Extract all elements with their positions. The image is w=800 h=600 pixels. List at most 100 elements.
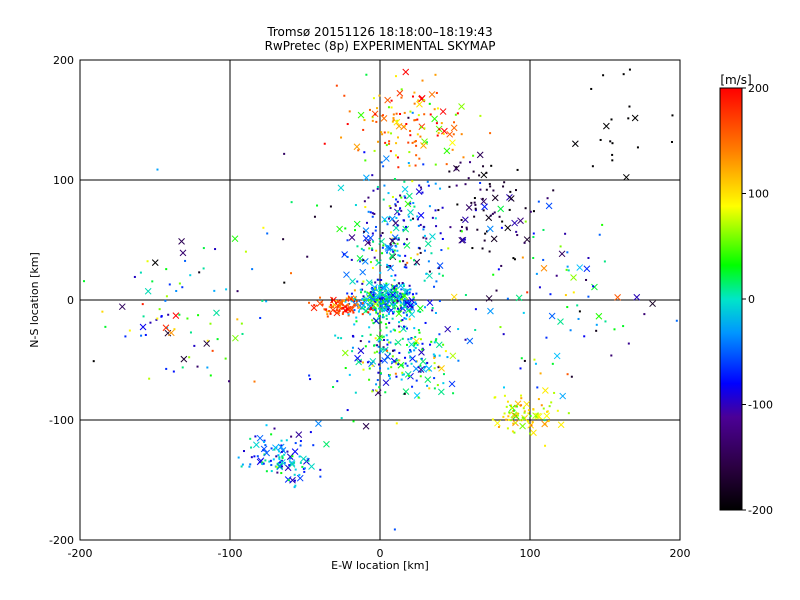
data-point-dot [430,252,433,255]
data-point-dot [376,303,379,306]
data-point-dot [423,366,426,369]
data-point-dot [167,313,170,316]
data-point-dot [385,307,388,310]
data-point-dot [408,164,411,167]
data-point-dot [489,185,492,188]
data-point-dot [401,371,404,374]
chart-subtitle: RwPretec (8p) EXPERIMENTAL SKYMAP [265,39,496,53]
data-point-dot [347,303,350,306]
data-point-dot [155,318,158,321]
data-point-dot [209,322,212,325]
data-point-dot [140,334,143,337]
data-point-dot [383,338,386,341]
data-point-dot [595,323,598,326]
data-point-dot [532,232,535,235]
data-point-dot [263,439,266,442]
data-point-dot [391,355,394,358]
data-point-dot [280,472,283,475]
data-point-dot [280,459,283,462]
data-point-dot [262,449,265,452]
data-point-dot [376,312,379,315]
data-point-dot [465,226,468,229]
data-point-dot [406,261,409,264]
data-point-dot [396,242,399,245]
data-point-dot [411,385,414,388]
data-point-dot [390,302,393,305]
data-point-dot [334,334,337,337]
data-point-dot [516,168,519,171]
data-point-dot [393,290,396,293]
data-point-dot [411,304,414,307]
data-point-dot [467,177,470,180]
data-point-dot [381,336,384,339]
data-point-x [384,353,391,360]
data-point-dot [479,114,482,117]
data-point-dot [474,207,477,210]
data-point-x [384,245,392,252]
data-point-x [402,225,410,233]
data-point-dot [302,467,305,470]
data-point-dot [393,279,396,282]
data-point-dot [250,456,253,459]
data-point-dot [543,419,546,422]
data-point-dot [482,165,485,168]
data-point-dot [148,377,151,380]
data-point-dot [202,267,205,270]
data-point-dot [409,219,412,222]
data-point-dot [374,113,377,116]
data-point-dot [373,301,376,304]
data-point-dot [398,254,401,257]
data-point-dot [319,468,322,471]
data-point-dot [416,118,419,121]
data-point-dot [293,479,296,482]
data-point-dot [290,201,293,204]
data-point-dot [440,249,443,252]
data-point-dot [551,362,554,365]
data-point-dot [360,247,363,250]
data-point-dot [545,336,548,339]
data-point-dot [532,256,535,259]
data-point-dot [378,338,381,341]
data-point-dot [281,465,284,468]
data-point-dot [293,473,296,476]
data-point-dot [332,304,335,307]
x-tick-label: 200 [670,547,691,560]
data-point-dot [374,286,377,289]
data-point-dot [512,409,515,412]
data-point-dot [280,439,283,442]
data-point-dot [373,212,376,215]
data-point-dot [433,285,436,288]
data-point-dot [371,390,374,393]
data-point-dot [387,367,390,370]
data-point-dot [508,412,511,415]
data-point-dot [391,361,394,364]
data-point-dot [432,353,435,356]
data-point-dot [394,154,397,157]
data-point-dot [405,327,408,330]
data-point-dot [375,120,378,123]
data-point-x [395,310,403,318]
data-point-dot [290,435,293,438]
data-point-dot [425,237,428,240]
data-point-dot [531,420,534,423]
data-point-x [450,124,458,132]
data-point-x [167,329,175,337]
data-point-dot [370,299,373,302]
data-point-dot [398,308,401,311]
data-point-dot [479,188,482,191]
data-point-dot [378,287,381,290]
data-point-dot [429,343,432,346]
data-point-dot [395,217,398,220]
data-point-dot [402,373,405,376]
data-point-dot [395,198,398,201]
data-point-dot [502,415,505,418]
data-point-dot [362,128,365,131]
data-point-dot [377,371,380,374]
data-point-dot [397,297,400,300]
data-point-dot [428,102,431,105]
data-point-dot [283,453,286,456]
data-point-dot [375,383,378,386]
data-point-dot [389,264,392,267]
data-point-dot [146,260,149,263]
data-point-dot [368,340,371,343]
